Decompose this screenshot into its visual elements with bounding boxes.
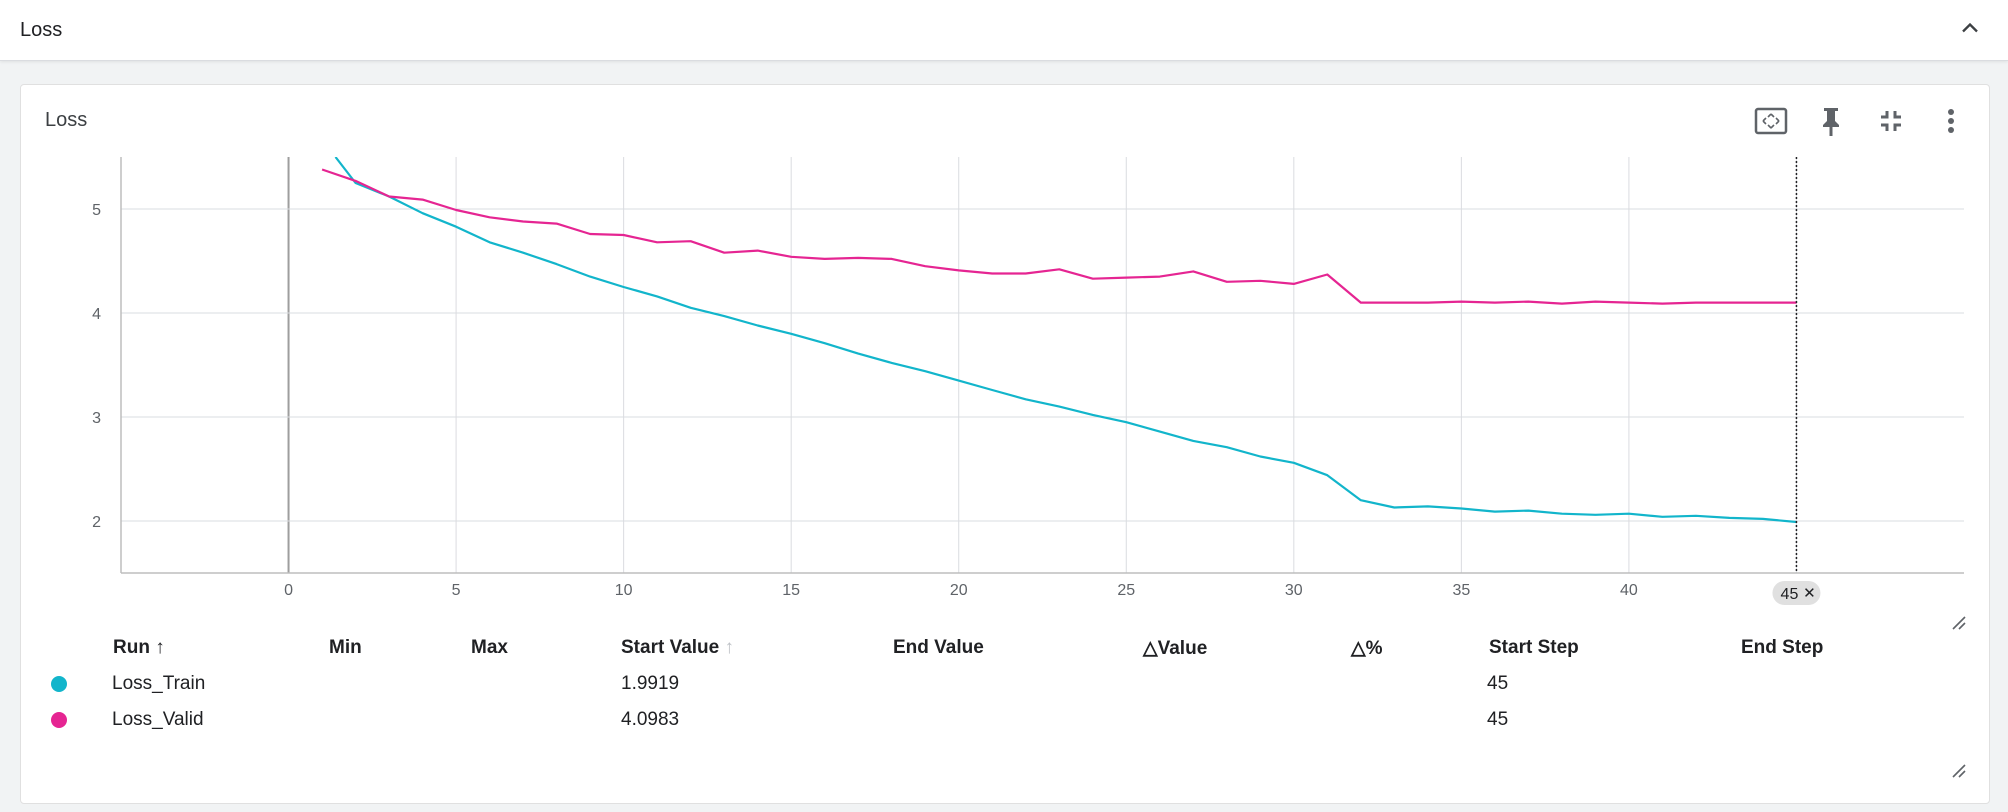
x-tick-label: 15	[782, 582, 800, 599]
col-delta-pct[interactable]: △%	[1351, 638, 1383, 659]
step-cursor-chip	[1772, 581, 1821, 605]
chevron-up-icon	[1962, 22, 1978, 33]
col-delta-value[interactable]: △Value	[1143, 638, 1208, 659]
start-step: 45	[1487, 709, 1509, 730]
pin-button[interactable]	[1813, 103, 1849, 139]
y-tick-label: 4	[92, 306, 101, 323]
col-start-value[interactable]: Start Value ↑	[621, 637, 735, 658]
chart-resize-handle[interactable]	[1951, 615, 1967, 631]
x-tick-label: 5	[452, 582, 461, 599]
fit-to-view-button[interactable]	[1753, 103, 1789, 139]
x-tick-label: 30	[1285, 582, 1303, 599]
x-tick-label: 25	[1117, 582, 1135, 599]
x-tick-label: 40	[1620, 582, 1638, 599]
start-value: 4.0983	[621, 709, 680, 730]
col-max[interactable]: Max	[471, 637, 508, 658]
col-end-step[interactable]: End Step	[1741, 637, 1824, 658]
close-icon[interactable]: ✕	[1803, 584, 1816, 602]
step-cursor-label: 45	[1781, 586, 1799, 603]
x-tick-label: 20	[950, 582, 968, 599]
start-step: 45	[1487, 673, 1509, 694]
col-min[interactable]: Min	[329, 637, 362, 658]
fullscreen-exit-icon	[1881, 111, 1901, 131]
card-title: Loss	[45, 109, 88, 131]
table-resize-handle[interactable]	[1951, 763, 1967, 779]
fullscreen-exit-button[interactable]	[1873, 103, 1909, 139]
y-tick-label: 3	[92, 410, 101, 427]
group-header: Loss	[0, 0, 2008, 61]
run-name: Loss_Valid	[112, 709, 204, 730]
col-run[interactable]: Run ↑	[113, 637, 165, 658]
run-color-dot	[51, 676, 67, 692]
run-name: Loss_Train	[112, 673, 206, 694]
y-tick-label: 2	[92, 514, 101, 531]
x-tick-label: 10	[615, 582, 633, 599]
more-options-button[interactable]	[1933, 103, 1969, 139]
group-title: Loss	[20, 19, 63, 41]
more-vert-icon	[1948, 109, 1954, 133]
col-end-value[interactable]: End Value	[893, 637, 984, 658]
pin-icon	[1823, 108, 1839, 136]
x-tick-label: 35	[1452, 582, 1470, 599]
y-tick-label: 5	[92, 202, 101, 219]
start-value: 1.9919	[621, 673, 680, 694]
sort-arrow-icon: ↑	[155, 637, 165, 658]
sort-arrow-icon: ↑	[724, 637, 735, 658]
chart-card: Loss 0 5 10 15 20 25 30 35 40 2 3 4 5 45 ✕ Run ↑ Min M…	[20, 84, 1990, 804]
series-line-loss-train	[334, 157, 1797, 524]
x-tick-label: 0	[284, 582, 293, 599]
run-color-dot	[51, 712, 67, 728]
col-start-step[interactable]: Start Step	[1489, 637, 1579, 658]
collapse-button[interactable]	[1956, 14, 1984, 42]
series-line-loss-valid	[321, 168, 1797, 305]
fit-to-view-icon	[1754, 107, 1788, 135]
